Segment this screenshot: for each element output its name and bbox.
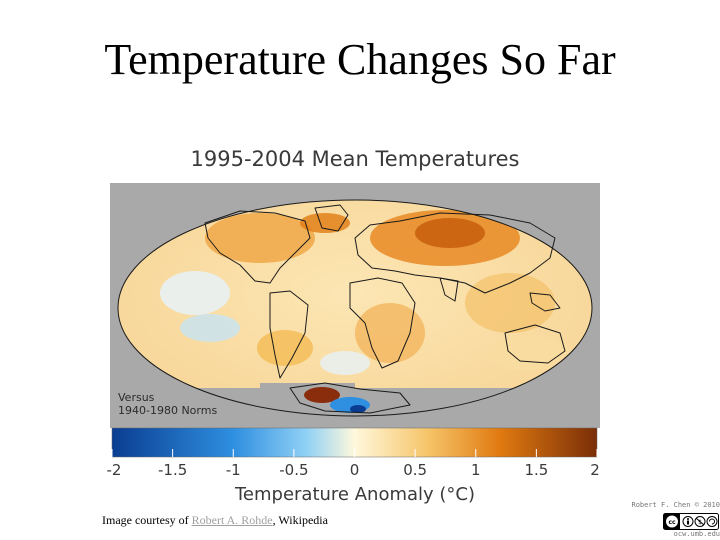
colorbar-tick-label: -1 <box>226 461 241 479</box>
map-title: 1995-2004 Mean Temperatures <box>190 147 520 171</box>
outline-south-america <box>269 290 309 379</box>
site-url: ocw.umb.edu <box>673 530 720 538</box>
continent-outlines <box>204 204 566 414</box>
outline-africa <box>349 277 416 369</box>
world-map <box>117 199 593 417</box>
warm-patch-indian-ocean <box>465 273 555 333</box>
cool-patch-south-atlantic <box>320 351 370 375</box>
colorbar-tick-label: -2 <box>107 461 122 479</box>
map-panel: Versus 1940-1980 Norms <box>110 183 600 428</box>
baseline-note: Versus 1940-1980 Norms <box>118 391 217 417</box>
slide-title: Temperature Changes So Far <box>104 35 616 84</box>
warm-patch-north-america <box>205 213 315 263</box>
warm-patch-australia <box>490 335 570 371</box>
author-notice: Robert F. Chen © 2010 <box>631 501 720 509</box>
svg-text:cc: cc <box>668 519 676 526</box>
colorbar-tick-label: 0.5 <box>403 461 427 479</box>
colorbar-tick-label: -1.5 <box>158 461 187 479</box>
baseline-period: 1940-1980 Norms <box>118 404 218 417</box>
outline-indonesia <box>529 292 561 312</box>
hot-patch-antarctic-peninsula <box>304 387 340 403</box>
credit-suffix: , Wikipedia <box>272 513 328 527</box>
warm-patch-africa <box>355 303 425 363</box>
credit-author-link[interactable]: Robert A. Rohde <box>191 513 273 527</box>
cold-core-antarctica <box>350 405 366 413</box>
outline-australia <box>504 324 566 364</box>
outline-antarctica <box>289 382 411 414</box>
colorbar-title: Temperature Anomaly (°C) <box>234 484 476 505</box>
image-credit: Image courtesy of Robert A. Rohde, Wikip… <box>102 513 328 528</box>
colorbar: -2 -1.5 -1 -0.5 0 0.5 1 1.5 2 <box>107 427 600 479</box>
hot-patch-siberia <box>415 218 485 248</box>
colorbar-tick-label: 1 <box>471 461 481 479</box>
outline-north-america <box>204 210 311 284</box>
warm-patch-south-america <box>257 330 313 366</box>
versus-label: Versus <box>118 391 155 404</box>
colorbar-tick-label: 2 <box>590 461 600 479</box>
cool-patch-east-pacific <box>180 314 240 342</box>
credit-prefix: Image courtesy of <box>102 513 192 527</box>
cool-patch-pacific <box>160 271 230 315</box>
temperature-anomaly-figure: 1995-2004 Mean Temperatures <box>100 135 610 510</box>
outline-india <box>439 277 459 302</box>
svg-text:$: $ <box>698 519 702 526</box>
map-border <box>117 199 593 417</box>
colorbar-tick-label: 0 <box>350 461 360 479</box>
outline-greenland <box>314 204 349 232</box>
colorbar-ticks: -2 -1.5 -1 -0.5 0 0.5 1 1.5 2 <box>107 449 600 479</box>
outline-eurasia <box>354 212 556 294</box>
colorbar-tick-label: -0.5 <box>279 461 308 479</box>
hot-patch-greenland <box>300 213 350 233</box>
colorbar-tick-label: 1.5 <box>524 461 548 479</box>
cc-license-icon: cc $ <box>663 513 719 530</box>
